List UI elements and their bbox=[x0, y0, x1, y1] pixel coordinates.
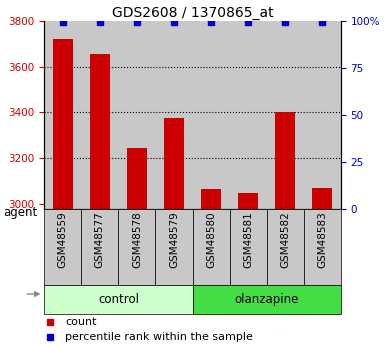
Bar bbox=[81, 209, 119, 285]
Bar bbox=[304, 209, 341, 285]
Bar bbox=[156, 209, 192, 285]
Bar bbox=[201, 189, 221, 345]
Text: GSM48582: GSM48582 bbox=[280, 211, 290, 268]
Text: GSM48579: GSM48579 bbox=[169, 211, 179, 268]
Bar bbox=[266, 209, 304, 285]
Text: GSM48583: GSM48583 bbox=[317, 211, 327, 268]
Bar bbox=[312, 188, 332, 345]
Title: GDS2608 / 1370865_at: GDS2608 / 1370865_at bbox=[112, 6, 273, 20]
Bar bbox=[90, 54, 110, 345]
Bar bbox=[192, 285, 341, 314]
Bar bbox=[156, 21, 192, 209]
Bar bbox=[192, 21, 229, 209]
Text: GSM48578: GSM48578 bbox=[132, 211, 142, 268]
Bar bbox=[81, 21, 119, 209]
Bar bbox=[275, 112, 295, 345]
Bar bbox=[238, 193, 258, 345]
Text: GSM48580: GSM48580 bbox=[206, 211, 216, 268]
Bar bbox=[119, 21, 156, 209]
Bar bbox=[44, 209, 81, 285]
Text: GSM48581: GSM48581 bbox=[243, 211, 253, 268]
Bar bbox=[304, 21, 341, 209]
Bar bbox=[53, 39, 73, 345]
Text: count: count bbox=[65, 317, 97, 327]
Bar bbox=[267, 21, 304, 209]
Text: agent: agent bbox=[3, 206, 38, 219]
Bar bbox=[44, 21, 81, 209]
Bar bbox=[127, 148, 147, 345]
Bar bbox=[164, 118, 184, 345]
Text: control: control bbox=[98, 293, 139, 306]
Text: GSM48559: GSM48559 bbox=[58, 211, 68, 268]
Bar bbox=[44, 285, 192, 314]
Text: olanzapine: olanzapine bbox=[234, 293, 299, 306]
Bar bbox=[229, 209, 267, 285]
Bar bbox=[192, 209, 229, 285]
Text: GSM48577: GSM48577 bbox=[95, 211, 105, 268]
Bar bbox=[119, 209, 156, 285]
Text: percentile rank within the sample: percentile rank within the sample bbox=[65, 332, 253, 342]
Bar bbox=[229, 21, 266, 209]
